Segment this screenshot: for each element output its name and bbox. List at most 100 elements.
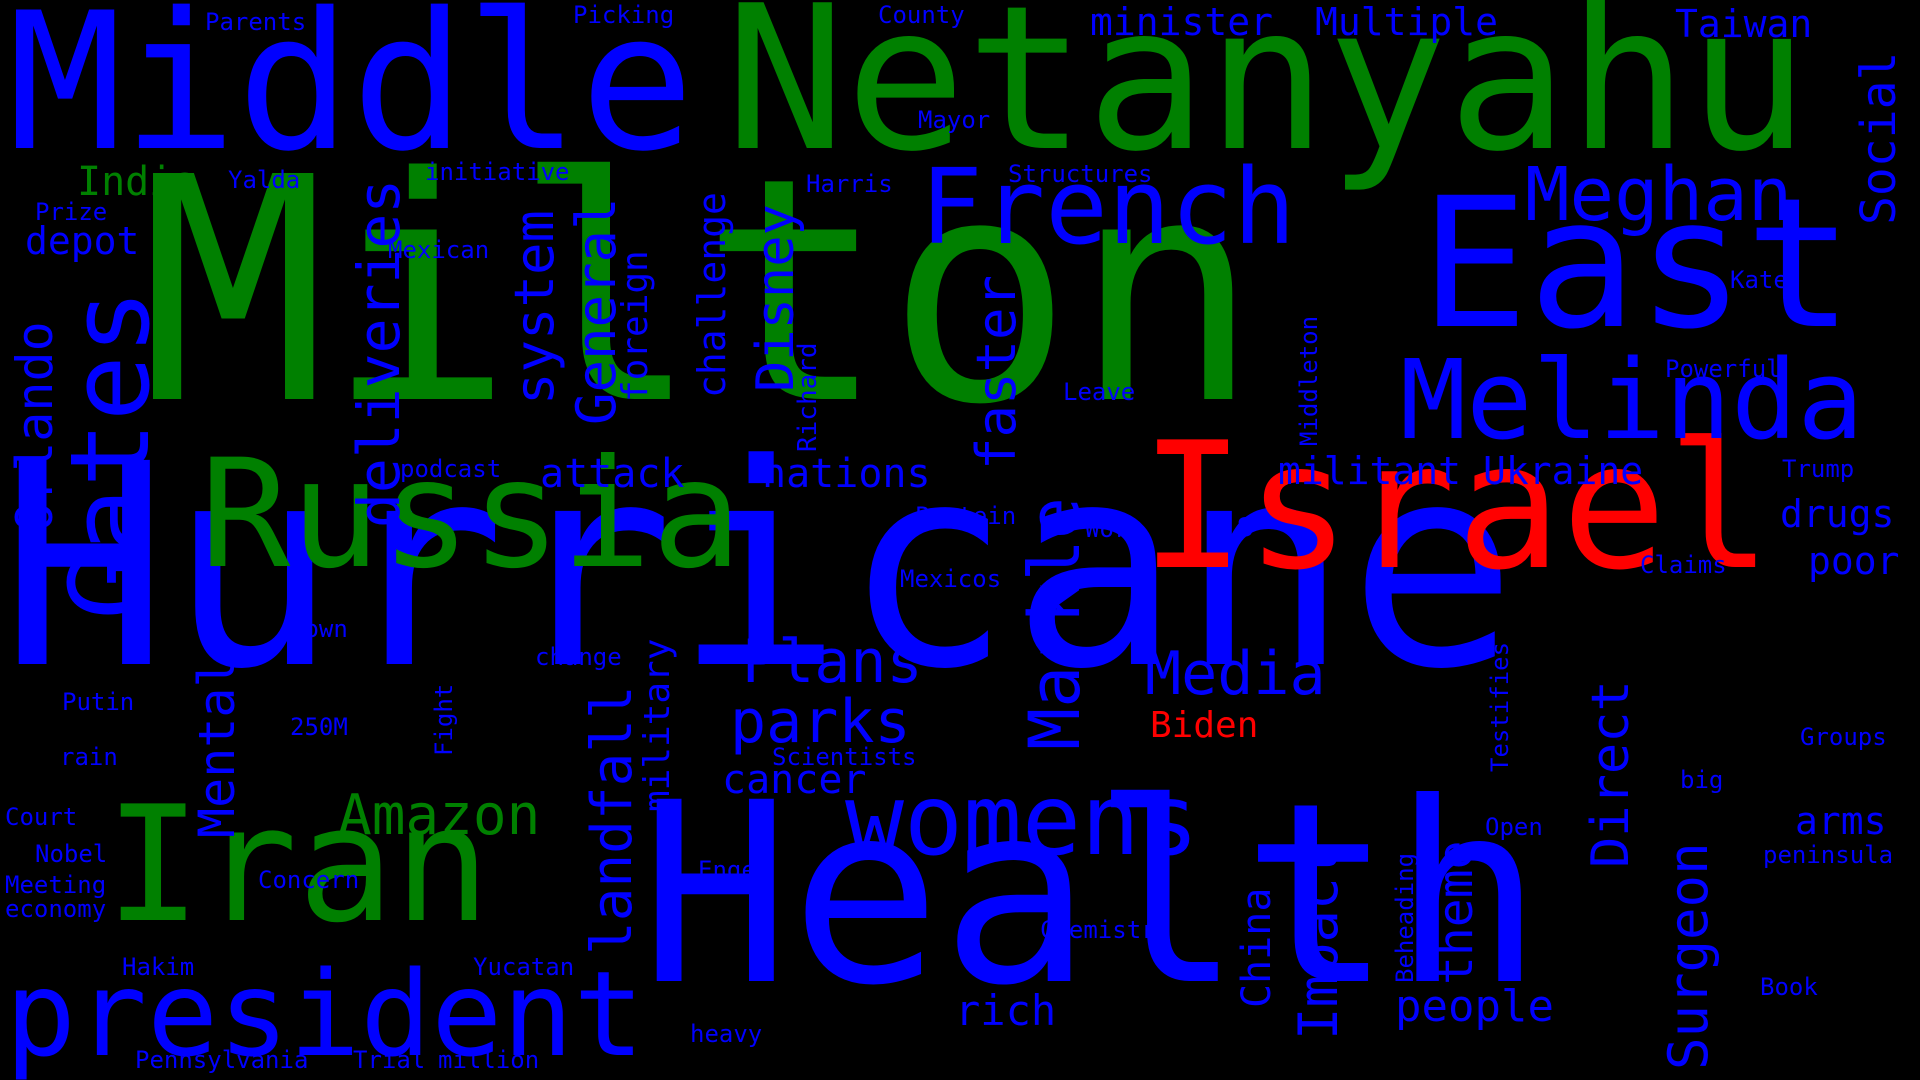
word-military: military	[637, 638, 678, 812]
word-meeting: Meeting	[5, 871, 107, 899]
word-million: million	[438, 1046, 540, 1074]
word-ukraine: Ukraine	[1483, 449, 1644, 493]
word-milton: Milton	[140, 112, 1260, 473]
word-system: system	[503, 209, 566, 405]
word-depot: depot	[25, 219, 140, 263]
word-plans: Plans	[742, 627, 923, 697]
word-cancer: cancer	[722, 757, 867, 803]
word-east: East	[1420, 160, 1854, 369]
word-media: Media	[1145, 639, 1326, 709]
word-leave: Leave	[1063, 378, 1136, 406]
word-groups: Groups	[1800, 723, 1887, 751]
word-india: India	[77, 159, 198, 205]
word-challenge: challenge	[690, 192, 734, 398]
word-french: French	[920, 146, 1296, 268]
word-hakim: Hakim	[122, 953, 195, 981]
word-mexican: Mexican	[388, 236, 490, 264]
word-yucatan: Yucatan	[473, 953, 575, 981]
word-kate: Kate	[1730, 266, 1788, 294]
word-rain: rain	[60, 743, 118, 771]
word-scientists: Scientists	[772, 743, 917, 771]
word-attack: attack	[540, 451, 685, 497]
word-taiwan: Taiwan	[1675, 2, 1813, 46]
word-nobel: Nobel	[35, 840, 108, 868]
word-court: Court	[5, 803, 78, 831]
word-arms: arms	[1795, 799, 1887, 843]
word-surgeon: Surgeon	[1657, 842, 1720, 1070]
word-chemistry: Chemistry	[1040, 916, 1171, 944]
word-yalda: Yalda	[228, 166, 301, 194]
word-health: Health	[640, 749, 1544, 1040]
word-work: Work	[1085, 515, 1143, 543]
word-pennsylvania: Pennsylvania	[135, 1046, 309, 1074]
word-heavy: heavy	[690, 1020, 763, 1048]
word-nations: nations	[762, 451, 931, 497]
word-middleton: Middleton	[1295, 315, 1323, 446]
word-podcast: podcast	[400, 455, 502, 483]
word-militant: militant	[1278, 449, 1462, 493]
word-prize: Prize	[35, 198, 108, 226]
word-parks: parks	[730, 687, 911, 757]
word-town: Town	[290, 615, 348, 643]
word-drugs: drugs	[1780, 492, 1895, 536]
word-mexicos: Mexicos	[900, 565, 1002, 593]
word-hurricane: Hurricane	[0, 405, 1518, 731]
word-change: change	[535, 643, 622, 671]
word-250m: 250M	[290, 713, 348, 741]
word-landfall: landfall	[580, 685, 645, 955]
word-mayor: Mayor	[918, 106, 991, 134]
word-book: Book	[1760, 973, 1818, 1001]
word-poor: poor	[1808, 539, 1900, 583]
word-beheading: Beheading	[1391, 852, 1419, 983]
word-iran: Iran	[105, 771, 491, 958]
word-orlando: Orlando	[6, 321, 64, 532]
word-harris: Harris	[806, 170, 893, 198]
word-markle: Markle	[1014, 497, 1096, 750]
word-testifies: Testifies	[1486, 641, 1514, 772]
word-s: s	[1235, 505, 1256, 545]
word-county: County	[878, 1, 965, 29]
word-parents: Parents	[205, 8, 307, 36]
word-melinda: Melinda	[1400, 336, 1864, 464]
word-biden: Biden	[1150, 705, 1259, 746]
word-womens: womens	[845, 764, 1200, 878]
word-structures: Structures	[1008, 160, 1153, 188]
word-peninsula: peninsula	[1763, 841, 1894, 869]
word-israel: Israel	[1140, 406, 1773, 609]
word-open: Open	[1485, 813, 1543, 841]
word-engel: Engel	[698, 856, 771, 884]
word-big: big	[1680, 766, 1724, 794]
word-gates: Gates	[46, 288, 174, 620]
word-trial: Trial	[353, 1046, 426, 1074]
word-netanyahu: Netanyahu	[725, 0, 1809, 196]
word-putin: Putin	[62, 688, 135, 716]
word-picking: Picking	[573, 1, 675, 29]
word-theme: theme	[1428, 840, 1484, 986]
word-claims: Claims	[1640, 551, 1727, 579]
word-foreign: foreign	[615, 250, 656, 402]
word-economy: economy	[5, 895, 107, 923]
word-russia: Russia	[200, 428, 742, 602]
word-meghan: Meghan	[1525, 152, 1793, 238]
word-people: people	[1395, 981, 1554, 1032]
word-amazon: Amazon	[338, 783, 541, 848]
word-faster: faster	[965, 274, 1028, 470]
word-mental: Mental	[188, 657, 246, 838]
word-middle: Middle	[8, 0, 695, 193]
word-multiple: Multiple	[1315, 0, 1499, 44]
word-china: China	[1234, 887, 1280, 1008]
word-president: president	[5, 945, 645, 1080]
word-powerful: Powerful	[1665, 355, 1781, 383]
word-direct: Direct	[1581, 680, 1641, 868]
word-richard: Richard	[793, 342, 823, 452]
word-protein: Protein	[915, 502, 1017, 530]
word-minister: minister	[1090, 0, 1274, 44]
word-fight: Fight	[430, 683, 458, 756]
word-social: Social	[1851, 51, 1907, 225]
word-initiative: initiative	[425, 158, 570, 186]
word-impact: Impact	[1287, 844, 1350, 1040]
word-concern: Concern	[258, 866, 360, 894]
word-trump: Trump	[1782, 455, 1855, 483]
word-rich: rich	[955, 986, 1057, 1035]
